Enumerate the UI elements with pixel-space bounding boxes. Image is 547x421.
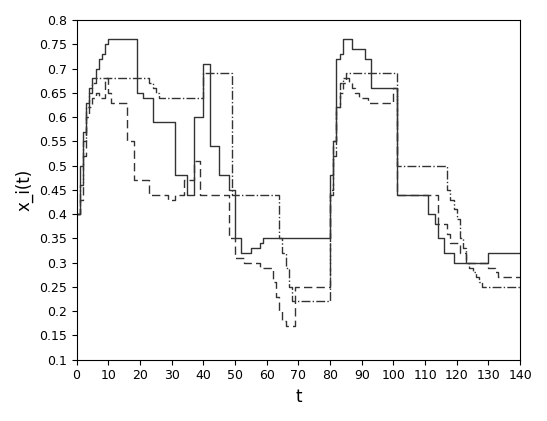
Line: Agent 1: Agent 1 [77,40,520,263]
Agent 1 [98,51,105,56]
X-axis label: t: t [295,388,301,406]
Line: Agent 3: Agent 3 [77,73,520,301]
Agent 1 [222,173,229,178]
Line: Agent 2: Agent 2 [77,78,520,326]
Agent 2 [282,323,289,328]
Agent 1 [73,212,80,217]
Agent 1 [105,37,112,42]
Agent 3 [222,71,229,76]
Agent 2 [457,250,463,256]
Agent 3 [289,299,295,304]
Agent 1 [77,163,83,168]
Agent 2 [77,197,83,202]
Agent 1 [450,260,457,265]
Agent 1 [466,260,473,265]
Agent 1 [517,250,523,256]
Agent 1 [501,250,508,256]
Y-axis label: x_i(t): x_i(t) [15,169,33,211]
Agent 2 [501,274,508,280]
Agent 3 [73,212,80,217]
Agent 2 [517,274,523,280]
Agent 3 [98,76,105,81]
Agent 3 [466,265,473,270]
Agent 3 [457,236,463,241]
Agent 3 [200,71,207,76]
Agent 1 [457,260,463,265]
Agent 2 [222,192,229,197]
Agent 2 [466,260,473,265]
Agent 2 [73,212,80,217]
Agent 2 [102,76,108,81]
Agent 3 [517,285,523,290]
Agent 2 [98,95,105,100]
Agent 3 [501,285,508,290]
Agent 3 [77,182,83,187]
